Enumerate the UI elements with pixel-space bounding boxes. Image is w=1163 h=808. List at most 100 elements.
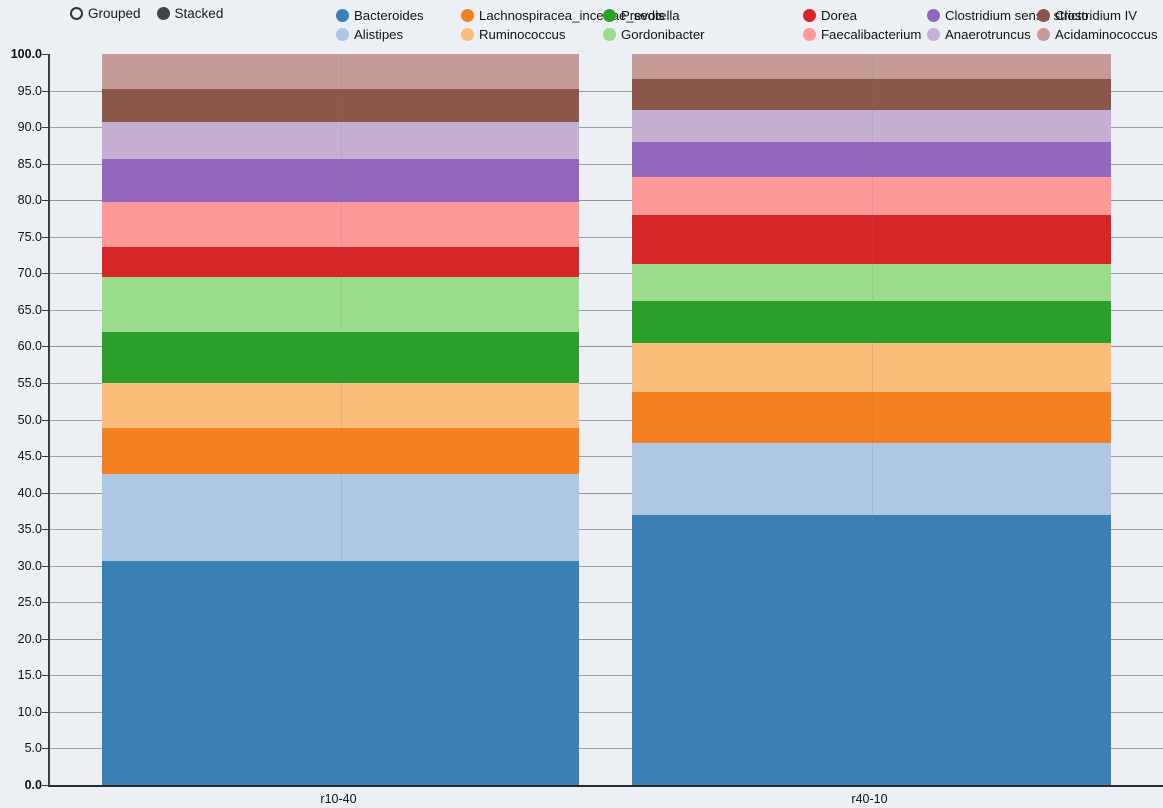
legend-swatch-icon xyxy=(927,9,940,22)
y-axis-tick-mark xyxy=(42,675,48,677)
y-axis-tick-mark xyxy=(42,127,48,129)
gridline xyxy=(50,748,1163,750)
stacked-label: Stacked xyxy=(174,6,224,21)
bar-segment[interactable] xyxy=(102,276,579,332)
legend-item-acidaminococcus[interactable]: Acidaminococcus xyxy=(1037,25,1158,44)
display-mode-group: Grouped Stacked xyxy=(70,6,223,21)
legend-item-lachnospiracea-incertae-sedis[interactable]: Lachnospiracea_incertae_sedis xyxy=(461,6,664,25)
radio-selected-icon[interactable] xyxy=(156,7,170,20)
legend-label: Alistipes xyxy=(354,27,404,42)
y-axis-tick-label: 25.0 xyxy=(17,595,42,610)
legend-swatch-icon xyxy=(336,28,349,41)
bar-segment[interactable] xyxy=(632,515,1111,785)
y-axis-tick-label: 30.0 xyxy=(17,558,42,573)
stacked-option[interactable]: Stacked xyxy=(156,6,224,21)
legend-label: Faecalibacterium xyxy=(821,27,922,42)
legend-label: Ruminococcus xyxy=(479,27,566,42)
stacked-bar[interactable] xyxy=(632,54,1111,785)
y-axis-tick-label: 95.0 xyxy=(17,83,42,98)
gridline xyxy=(50,90,1163,92)
bar-segment[interactable] xyxy=(632,342,1111,392)
legend-label: Lachnospiracea_incertae_sedis xyxy=(479,8,665,23)
y-axis-tick-label: 45.0 xyxy=(17,449,42,464)
y-axis-tick-mark xyxy=(42,456,48,458)
bar-segment[interactable] xyxy=(102,89,579,122)
bar-segment[interactable] xyxy=(632,391,1111,443)
y-axis-tick-label: 75.0 xyxy=(17,229,42,244)
y-axis-tick-label: 85.0 xyxy=(17,156,42,171)
y-axis-tick-mark xyxy=(42,602,48,604)
gridline xyxy=(50,419,1163,421)
bar-segment[interactable] xyxy=(632,442,1111,516)
y-axis-tick-label: 60.0 xyxy=(17,339,42,354)
bar-inner-separator xyxy=(340,54,342,785)
bar-segment[interactable] xyxy=(102,331,579,383)
bar-segment[interactable] xyxy=(632,78,1111,110)
y-axis-tick-mark xyxy=(42,273,48,275)
bar-inner-separator xyxy=(871,54,873,785)
legend-item-faecalibacterium[interactable]: Faecalibacterium xyxy=(803,25,927,44)
legend-item-alistipes[interactable]: Alistipes xyxy=(336,25,461,44)
legend-swatch-icon xyxy=(461,28,474,41)
bar-segment[interactable] xyxy=(102,428,579,474)
toolbar: Grouped Stacked Bacteroides Lachnospirace… xyxy=(0,0,1163,50)
gridline xyxy=(50,236,1163,238)
legend-swatch-icon xyxy=(1037,28,1050,41)
y-axis-tick-label: 80.0 xyxy=(17,193,42,208)
legend-label: Clostridium sensu stricto xyxy=(945,8,1089,23)
legend-item-clostridium-sensu-stricto[interactable]: Clostridium sensu stricto xyxy=(927,6,1089,25)
bar-segment[interactable] xyxy=(102,54,579,90)
bar-segment[interactable] xyxy=(102,246,579,277)
gridline xyxy=(50,492,1163,494)
stacked-bar[interactable] xyxy=(102,54,579,785)
legend-swatch-icon xyxy=(803,28,816,41)
gridline xyxy=(50,565,1163,567)
bar-segment[interactable] xyxy=(632,142,1111,177)
y-axis-tick-mark xyxy=(42,419,48,421)
bar-segment[interactable] xyxy=(102,473,579,561)
y-axis-tick-mark xyxy=(42,711,48,713)
bar-segment[interactable] xyxy=(102,201,579,247)
legend-item-clostridium-iv[interactable]: Clostridium IV xyxy=(1037,6,1157,25)
radio-unselected-icon[interactable] xyxy=(70,7,83,20)
bar-segment[interactable] xyxy=(632,54,1111,79)
y-axis-tick-label: 15.0 xyxy=(17,668,42,683)
legend-label: Prevotella xyxy=(621,8,680,23)
legend-swatch-icon xyxy=(603,9,616,22)
y-axis-tick-mark xyxy=(42,492,48,494)
y-axis-tick-mark xyxy=(42,200,48,202)
gridline xyxy=(50,127,1163,129)
legend-swatch-icon xyxy=(336,9,349,22)
legend-item-dorea[interactable]: Dorea xyxy=(803,6,927,25)
legend-swatch-icon xyxy=(461,9,474,22)
gridline xyxy=(50,456,1163,458)
y-axis-tick-label: 65.0 xyxy=(17,302,42,317)
y-axis-tick-label: 35.0 xyxy=(17,522,42,537)
bar-segment[interactable] xyxy=(632,109,1111,143)
bar-segment[interactable] xyxy=(632,176,1111,215)
bar-segment[interactable] xyxy=(632,301,1111,343)
legend-item-gordonibacter[interactable]: Gordonibacter xyxy=(603,25,803,44)
y-axis-tick-mark xyxy=(42,309,48,311)
y-axis-tick-mark xyxy=(42,54,48,55)
bar-segment[interactable] xyxy=(632,214,1111,264)
y-axis-tick-label: 0.0 xyxy=(24,778,42,792)
y-axis-tick-mark xyxy=(42,638,48,640)
bar-segment[interactable] xyxy=(102,382,579,429)
grouped-label: Grouped xyxy=(88,6,141,21)
bar-segment[interactable] xyxy=(632,263,1111,302)
gridline xyxy=(50,200,1163,202)
legend-item-bacteroides[interactable]: Bacteroides xyxy=(336,6,461,25)
legend-swatch-icon xyxy=(1037,9,1050,22)
gridline xyxy=(50,638,1163,640)
legend-item-anaerotruncus[interactable]: Anaerotruncus xyxy=(927,25,1037,44)
y-axis-tick-label: 90.0 xyxy=(17,120,42,135)
gridline xyxy=(50,309,1163,311)
legend-item-ruminococcus[interactable]: Ruminococcus xyxy=(461,25,603,44)
bar-segment[interactable] xyxy=(102,158,579,202)
bar-segment[interactable] xyxy=(102,121,579,159)
legend-item-prevotella[interactable]: Prevotella xyxy=(603,6,803,25)
legend-swatch-icon xyxy=(927,28,940,41)
grouped-option[interactable]: Grouped xyxy=(70,6,141,21)
bar-segment[interactable] xyxy=(102,560,579,785)
